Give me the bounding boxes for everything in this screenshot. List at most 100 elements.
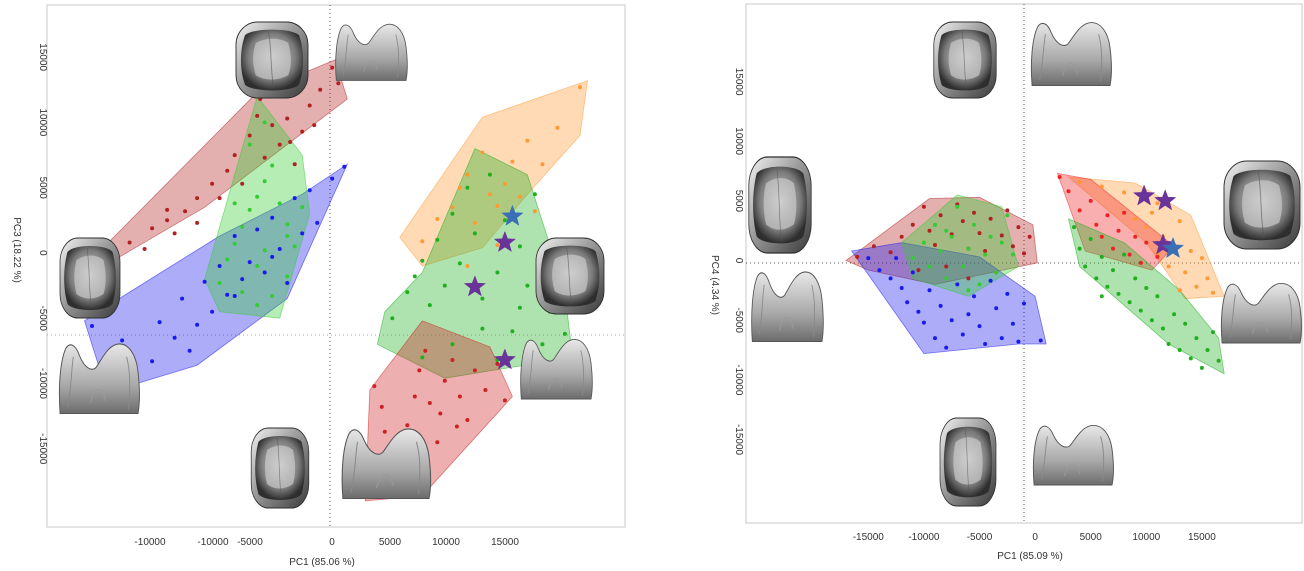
right-series-0-point — [933, 243, 937, 247]
left-y-tick-label: 0 — [37, 250, 48, 256]
right-series-0-point — [999, 233, 1004, 238]
left-series-4-point — [487, 172, 492, 177]
left-hull-layer — [78, 59, 588, 502]
left-series-3-point — [465, 172, 470, 177]
left-series-1-point — [90, 324, 94, 328]
right-series-5-point — [1161, 326, 1165, 331]
right-x-tick-layer: -15000 -10000 -5000 0 5000 10000 15000 — [853, 532, 1217, 543]
left-series-2-point — [255, 303, 260, 308]
left-series-3-point — [420, 239, 425, 244]
right-series-1-point — [960, 332, 965, 337]
tooth-lateral-image — [1030, 22, 1112, 86]
right-series-3-point — [1211, 290, 1215, 295]
left-series-5-point — [450, 358, 455, 362]
right-series-1-point — [988, 278, 993, 283]
right-series-3-point — [1199, 256, 1204, 261]
right-series-0-point — [899, 234, 904, 239]
right-series-4-point — [1144, 240, 1149, 245]
left-series-4-point — [420, 258, 425, 263]
left-series-1-point — [330, 176, 335, 181]
tooth-lateral-image — [335, 23, 408, 81]
left-series-5-point — [472, 368, 477, 373]
left-series-2-point — [247, 142, 252, 147]
right-series-0-point — [1022, 251, 1026, 256]
left-series-0-point — [300, 129, 305, 134]
left-series-4-point — [480, 326, 485, 331]
tooth-occlusal-image — [250, 427, 310, 509]
right-series-4-point — [1099, 234, 1104, 239]
left-y-tick-label: 15000 — [37, 43, 48, 71]
left-series-4-point — [517, 305, 522, 310]
left-star-marker — [463, 275, 486, 297]
left-series-0-point — [232, 153, 237, 158]
left-series-3-point — [450, 205, 455, 210]
left-series-0-point — [247, 133, 252, 138]
left-series-2-point — [292, 244, 297, 249]
right-series-0-point — [938, 213, 943, 218]
left-series-3-point — [555, 125, 560, 130]
right-series-0-point — [855, 254, 860, 259]
left-series-3-point — [457, 185, 462, 190]
right-series-3-point — [1149, 210, 1154, 215]
left-series-0-point — [318, 87, 323, 92]
right-series-2-point — [983, 252, 988, 257]
tooth-lateral-image — [751, 271, 824, 343]
right-series-3-point — [1188, 249, 1193, 253]
left-series-5-point — [495, 361, 500, 366]
left-series-0-point — [165, 218, 170, 223]
left-series-5-point — [423, 348, 428, 353]
left-series-3-point — [480, 150, 485, 155]
right-series-2-point — [927, 264, 932, 269]
right-series-3-point — [1183, 270, 1188, 275]
right-series-1-point — [1005, 291, 1010, 296]
left-series-3-point — [435, 217, 440, 221]
right-series-2-point — [938, 249, 943, 253]
left-series-2-point — [300, 205, 305, 210]
left-y-axis-label: PC3 (18.22 %) — [11, 217, 22, 283]
right-x-tick-label: 10000 — [1132, 532, 1160, 543]
right-series-0-point — [927, 228, 932, 233]
left-series-0-point — [285, 116, 290, 121]
right-series-1-point — [1022, 301, 1026, 306]
right-series-2-point — [921, 240, 926, 245]
right-series-4-point — [1155, 254, 1160, 259]
right-series-3-point — [1166, 264, 1171, 269]
right-x-axis-label: PC1 (85.09 %) — [997, 551, 1063, 562]
left-star-marker — [493, 230, 517, 252]
left-series-0-point — [330, 65, 335, 70]
left-series-1-point — [157, 320, 162, 325]
right-series-0-point — [972, 210, 976, 215]
right-series-3-point — [1133, 216, 1138, 221]
right-series-5-point — [1211, 330, 1215, 335]
right-series-1-point — [921, 320, 926, 325]
left-series-4-point — [502, 218, 507, 223]
right-series-5-point — [1172, 312, 1177, 317]
right-series-1-point — [983, 342, 988, 346]
left-series-1-point — [172, 335, 177, 340]
left-plot-frame — [46, 4, 626, 528]
left-series-4-point — [457, 261, 462, 266]
right-series-0-point — [988, 216, 993, 221]
right-series-2-point — [960, 264, 965, 269]
right-series-5-point — [1199, 365, 1204, 370]
left-series-1-point — [247, 260, 252, 265]
right-series-0-point — [1010, 244, 1015, 249]
right-series-2-point — [949, 234, 954, 239]
left-series-2-point — [232, 241, 237, 246]
right-series-0-point — [983, 249, 988, 253]
right-series-5-point — [1077, 246, 1082, 251]
right-x-tick-label: 5000 — [1080, 532, 1103, 543]
left-series-4-point — [517, 244, 522, 249]
left-series-2-point — [232, 201, 237, 206]
right-x-tick-label: -5000 — [967, 532, 993, 543]
tooth-lateral-image — [1220, 282, 1302, 344]
right-series-5-point — [1072, 225, 1076, 230]
right-series-5-point — [1188, 356, 1193, 361]
right-series-1-point — [905, 300, 910, 305]
tooth-occlusal-image — [235, 21, 309, 99]
right-series-5-point — [1149, 318, 1154, 323]
left-series-1-point — [195, 322, 200, 327]
right-series-5-point — [1166, 342, 1171, 346]
left-x-tick-label: 10000 — [432, 537, 460, 548]
right-series-3-point — [1177, 288, 1182, 293]
